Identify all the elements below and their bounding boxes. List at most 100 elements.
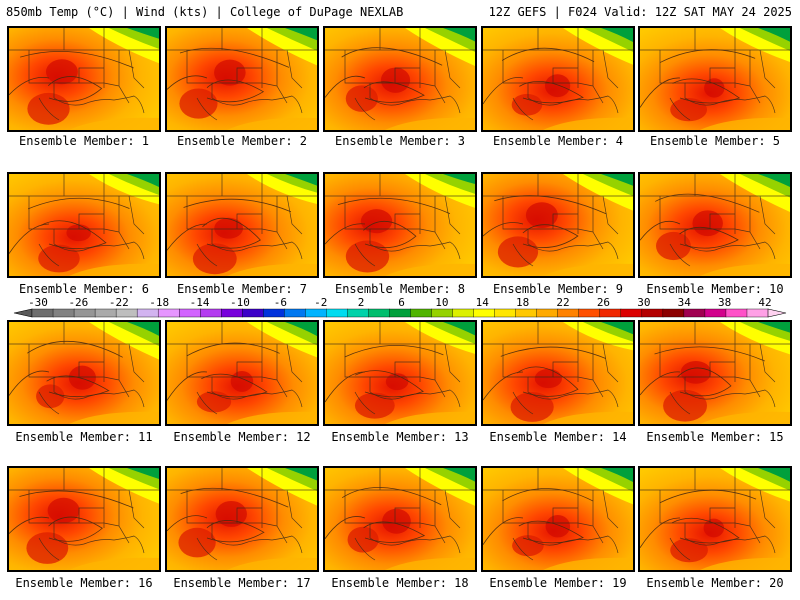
colorbar-tick-label: -22 xyxy=(108,296,129,309)
colorbar-segment xyxy=(94,308,117,318)
colorbar-segment xyxy=(746,308,769,318)
ensemble-member-label: Ensemble Member: 17 xyxy=(173,576,311,590)
ensemble-member-map xyxy=(323,320,477,426)
ensemble-member-map xyxy=(481,172,635,278)
colorbar-segment xyxy=(178,308,201,318)
ensemble-member-label: Ensemble Member: 13 xyxy=(331,430,469,444)
ensemble-member-label: Ensemble Member: 3 xyxy=(334,134,466,148)
model-run-info: 12Z GEFS | F024 Valid: 12Z SAT MAY 24 20… xyxy=(488,5,792,19)
ensemble-member-map xyxy=(165,466,319,572)
colorbar-segment xyxy=(221,308,243,318)
colorbar-segment xyxy=(52,308,75,318)
ensemble-member-label: Ensemble Member: 14 xyxy=(489,430,627,444)
chart-title: 850mb Temp (°C) | Wind (kts) | College o… xyxy=(6,5,404,19)
ensemble-member-label: Ensemble Member: 11 xyxy=(15,430,153,444)
colorbar-segment xyxy=(263,308,285,318)
colorbar-segment xyxy=(473,308,496,318)
colorbar-segment xyxy=(305,308,327,318)
ensemble-member-map xyxy=(7,26,161,132)
colorbar-segment xyxy=(73,308,96,318)
ensemble-member-map xyxy=(481,466,635,572)
ensemble-member-map xyxy=(638,172,792,278)
ensemble-member-map xyxy=(638,320,792,426)
ensemble-member-label: Ensemble Member: 4 xyxy=(492,134,624,148)
colorbar-tick-label: 2 xyxy=(357,296,365,309)
colorbar-segment xyxy=(136,308,159,318)
ensemble-member-label: Ensemble Member: 5 xyxy=(649,134,781,148)
ensemble-member-map xyxy=(7,466,161,572)
colorbar-tick-label: -2 xyxy=(314,296,328,309)
colorbar-segment xyxy=(620,308,643,318)
ensemble-member-label: Ensemble Member: 12 xyxy=(173,430,311,444)
colorbar-segment xyxy=(662,308,685,318)
colorbar-segment xyxy=(347,308,369,318)
colorbar-tick-label: 38 xyxy=(717,296,732,309)
colorbar-segment xyxy=(200,308,222,318)
colorbar-tick-label: -26 xyxy=(68,296,89,309)
colorbar-tick-label: 14 xyxy=(475,296,489,309)
ensemble-member-map xyxy=(323,26,477,132)
ensemble-member-map xyxy=(165,320,319,426)
ensemble-member-label: Ensemble Member: 8 xyxy=(334,282,466,296)
colorbar-segment xyxy=(536,308,559,318)
colorbar-segment xyxy=(641,308,664,318)
colorbar-segment xyxy=(31,308,54,318)
colorbar-segment xyxy=(389,308,412,318)
ensemble-member-map xyxy=(323,466,477,572)
colorbar-segment xyxy=(115,308,138,318)
colorbar-segment xyxy=(368,308,390,318)
ensemble-member-map xyxy=(7,172,161,278)
ensemble-member-label: Ensemble Member: 7 xyxy=(176,282,308,296)
ensemble-member-label: Ensemble Member: 1 xyxy=(18,134,150,148)
colorbar-tick-label: -30 xyxy=(28,296,48,309)
colorbar-segment xyxy=(410,308,433,318)
colorbar-segment xyxy=(599,308,622,318)
colorbar-segment xyxy=(557,308,580,318)
ensemble-member-map xyxy=(638,466,792,572)
colorbar-tick-label: 26 xyxy=(596,296,611,309)
colorbar-tick-label: 22 xyxy=(556,296,570,309)
colorbar-segment xyxy=(725,308,748,318)
ensemble-member-label: Ensemble Member: 16 xyxy=(15,576,153,590)
colorbar-tick-label: -14 xyxy=(189,296,210,309)
ensemble-member-map xyxy=(481,320,635,426)
colorbar-segment xyxy=(284,308,306,318)
ensemble-member-label: Ensemble Member: 6 xyxy=(18,282,150,296)
colorbar-tick-label: 42 xyxy=(758,296,772,309)
colorbar-segment xyxy=(157,308,180,318)
colorbar-segment xyxy=(452,308,475,318)
ensemble-member-map xyxy=(638,26,792,132)
ensemble-member-label: Ensemble Member: 15 xyxy=(646,430,784,444)
ensemble-member-map xyxy=(323,172,477,278)
colorbar-segment xyxy=(578,308,601,318)
colorbar-tick-label: 10 xyxy=(435,296,449,309)
colorbar-tick-label: -18 xyxy=(149,296,170,309)
ensemble-member-label: Ensemble Member: 18 xyxy=(331,576,469,590)
colorbar-segment xyxy=(431,308,454,318)
ensemble-member-label: Ensemble Member: 10 xyxy=(646,282,784,296)
ensemble-member-map xyxy=(165,26,319,132)
ensemble-member-label: Ensemble Member: 19 xyxy=(489,576,627,590)
colorbar-tick-label: 18 xyxy=(516,296,530,309)
colorbar-segment xyxy=(515,308,538,318)
colorbar-segment xyxy=(704,308,727,318)
colorbar-arrow-right xyxy=(767,308,787,318)
ensemble-member-label: Ensemble Member: 9 xyxy=(492,282,624,296)
ensemble-member-label: Ensemble Member: 20 xyxy=(646,576,784,590)
colorbar-tick-label: -10 xyxy=(230,296,250,309)
temperature-colorbar xyxy=(13,308,787,318)
colorbar-segment xyxy=(242,308,264,318)
ensemble-member-map xyxy=(481,26,635,132)
colorbar-segment xyxy=(683,308,706,318)
colorbar-tick-label: 30 xyxy=(637,296,651,309)
colorbar-arrow-left xyxy=(13,308,33,318)
ensemble-member-map xyxy=(7,320,161,426)
colorbar-tick-label: 6 xyxy=(398,296,405,309)
ensemble-member-map xyxy=(165,172,319,278)
ensemble-member-label: Ensemble Member: 2 xyxy=(176,134,308,148)
colorbar-tick-label: 34 xyxy=(677,296,691,309)
colorbar-tick-label: -6 xyxy=(273,296,287,309)
colorbar-segment xyxy=(494,308,517,318)
colorbar-segment xyxy=(326,308,348,318)
